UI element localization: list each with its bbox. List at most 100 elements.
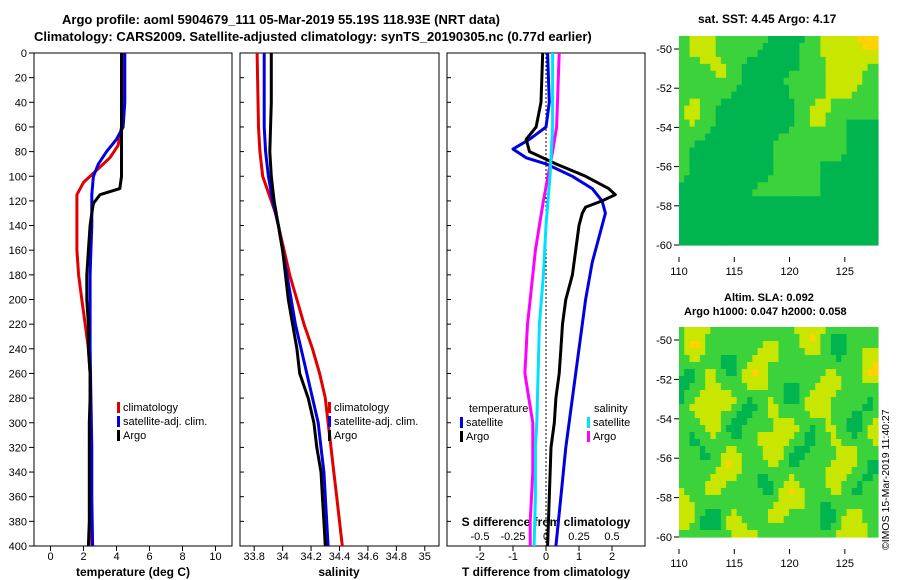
sla-map-cell — [720, 327, 727, 335]
sla-map-cell — [694, 453, 701, 461]
sst-map-cell — [841, 36, 848, 44]
sst-map-cell — [705, 196, 711, 204]
sla-map-cell — [715, 474, 722, 482]
sst-map-cell — [783, 196, 790, 204]
sla-map-cell — [778, 383, 785, 391]
sst-map-cell — [862, 126, 869, 135]
sst-map-cell — [694, 154, 701, 162]
sst-map-cell — [851, 210, 858, 218]
sla-map-cell — [726, 327, 732, 335]
sla-map-cell — [768, 467, 774, 475]
sst-map-cell — [757, 161, 764, 169]
sla-map-cell — [731, 460, 738, 468]
sst-map-cell — [773, 112, 780, 121]
sst-map-cell — [762, 70, 769, 79]
sla-map-cell — [747, 488, 753, 496]
sst-map-cell — [736, 56, 743, 65]
sla-map-cell — [710, 495, 717, 503]
sst-map-cell — [679, 189, 685, 197]
sla-map-cell — [820, 404, 827, 412]
sla-map-cell — [762, 432, 769, 440]
sst-map-cell — [841, 112, 848, 121]
sst-map-cell — [825, 49, 832, 58]
sst-map-cell — [804, 210, 811, 218]
sst-map-cell — [804, 168, 811, 176]
sla-map-cell — [815, 516, 821, 524]
sst-map-cell — [804, 43, 811, 51]
sla-map-cell — [768, 446, 774, 454]
sla-map-cell — [773, 383, 780, 391]
sla-map-cell — [768, 502, 774, 510]
sla-map-cell — [857, 327, 863, 335]
sst-map-cell — [715, 189, 722, 197]
sla-map-cell — [825, 348, 832, 356]
sla-map-cell — [694, 390, 701, 398]
sla-map-cell — [705, 355, 711, 363]
sla-map-cell — [773, 467, 780, 475]
sst-map-cell — [836, 119, 842, 128]
sst-map-cell — [825, 105, 832, 114]
sla-map-cell — [699, 383, 706, 391]
sla-map-cell — [710, 418, 717, 426]
sst-map-cell — [694, 84, 701, 93]
sla-map-cell — [862, 446, 869, 454]
sla-map-cell — [773, 474, 780, 482]
sst-map-cell — [783, 36, 790, 44]
sst-map-cell — [699, 98, 706, 107]
sst-map-cell — [699, 154, 706, 162]
sla-map-cell — [778, 516, 785, 524]
sst-map-cell — [710, 133, 717, 142]
sst-map-cell — [694, 36, 701, 44]
sst-map-cell — [867, 203, 874, 211]
sst-map-cell — [699, 105, 706, 114]
sla-map-cell — [694, 446, 701, 454]
sla-map-cell — [705, 376, 711, 384]
sst-map-cell — [862, 189, 869, 197]
sla-map-cell — [731, 481, 738, 489]
sla-map-cell — [757, 425, 764, 433]
sla-map-cell — [783, 397, 790, 405]
sst-map-cell — [867, 77, 874, 86]
sst-map-cell — [694, 112, 701, 121]
sst-map-cell — [820, 105, 827, 114]
sst-map-cell — [841, 70, 848, 79]
sst-map-cell — [862, 182, 869, 190]
sla-map-cell — [783, 432, 790, 440]
sst-map-cell — [815, 196, 821, 204]
sla-map-cell — [689, 334, 696, 342]
sla-map-cell — [804, 376, 811, 384]
sst-map-cell — [783, 217, 790, 225]
sla-map-cell — [684, 495, 690, 503]
sla-map-cell — [752, 397, 759, 405]
sst-map-cell — [857, 43, 863, 51]
sst-map-cell — [815, 77, 821, 86]
sal-series-satellite — [262, 53, 330, 547]
sla-map-cell — [710, 390, 717, 398]
sst-map-cell — [679, 126, 685, 135]
sla-map-cell — [794, 488, 800, 496]
sla-map-cell — [736, 383, 743, 391]
sst-map-cell — [747, 210, 753, 218]
sla-map-cell — [736, 425, 743, 433]
sst-map-cell — [736, 112, 743, 121]
sst-map-cell — [789, 70, 795, 79]
sla-map-cell — [752, 446, 759, 454]
sla-map-cell — [862, 348, 869, 356]
sla-map-cell — [762, 467, 769, 475]
sst-map-cell — [794, 238, 800, 246]
sla-map-cell — [762, 523, 769, 531]
sst-map-cell — [679, 98, 685, 107]
sla-map-cell — [825, 460, 832, 468]
sst-map-cell — [809, 119, 816, 128]
sla-map-cell — [851, 355, 858, 363]
sst-map-cell — [768, 147, 774, 156]
sst-map-cell — [867, 119, 874, 128]
sst-map-cell — [689, 84, 696, 93]
sst-map-cell — [830, 133, 837, 142]
sla-map-cell — [773, 418, 780, 426]
sla-map-cell — [689, 411, 696, 419]
sst-map-cell — [789, 36, 795, 44]
sst-map-cell — [768, 203, 774, 211]
sst-map-cell — [820, 175, 827, 183]
sla-map-cell — [773, 495, 780, 503]
